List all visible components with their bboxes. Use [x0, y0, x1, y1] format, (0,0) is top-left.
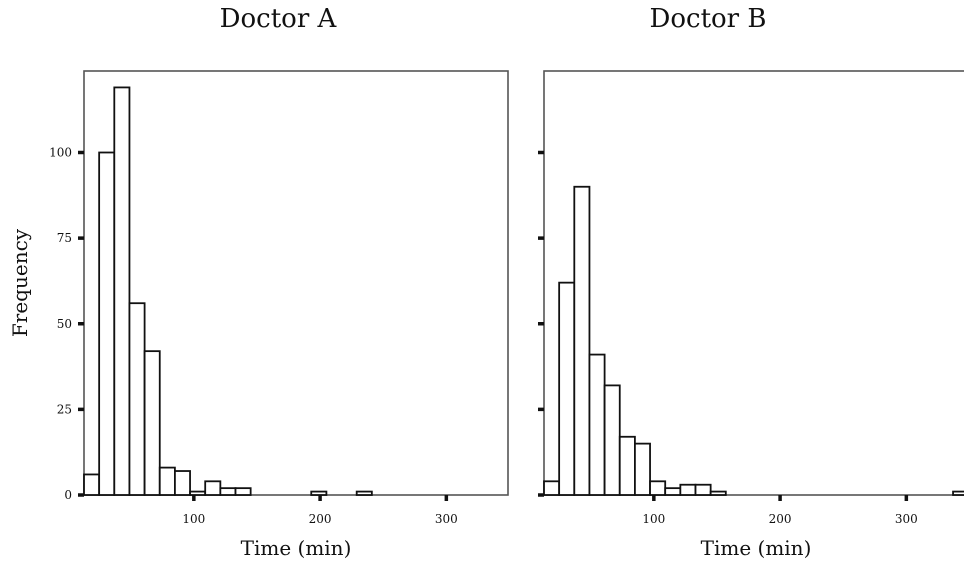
y-axis-doctor-a: 0 25 50 75 100	[49, 146, 84, 502]
panel-doctor-a: Doctor A 0 25 50 75 100 100 200 300 Time (min)…	[8, 4, 509, 560]
panel-doctor-b: Doctor B 100 200 300 Time (min)	[538, 4, 964, 560]
x-axis-label-doctor-b: Time (min)	[701, 536, 812, 560]
x-axis-doctor-a: 100 200 300	[182, 495, 458, 526]
histogram-bar-doctor-b-2	[573, 185, 591, 496]
histogram-bar-doctor-b-6	[634, 442, 651, 496]
histogram-bar-doctor-a-11	[310, 490, 328, 496]
x-tick-label-doctor-a-0: 100	[182, 512, 205, 526]
x-axis-doctor-b: 100 200 300	[642, 495, 918, 526]
histogram-bar-doctor-b-1	[558, 281, 576, 496]
x-tick-label-doctor-b-2: 300	[895, 512, 918, 526]
plot-frame-doctor-b	[543, 70, 964, 496]
histogram-bar-doctor-b-11	[709, 490, 727, 496]
x-tick-label-doctor-a-1: 200	[309, 512, 332, 526]
histogram-bar-doctor-a-1	[98, 151, 116, 496]
x-axis-label-doctor-a: Time (min)	[241, 536, 352, 560]
x-tick-label-doctor-b-0: 100	[642, 512, 665, 526]
histogram-bar-doctor-b-7	[649, 480, 667, 496]
y-tick-label-2: 50	[57, 317, 72, 331]
y-tick-label-0: 0	[64, 488, 72, 502]
y-tick-label-1: 25	[57, 402, 72, 416]
x-tick-label-doctor-a-2: 300	[435, 512, 458, 526]
y-axis-doctor-b	[538, 150, 544, 497]
chart-title-doctor-b: Doctor B	[650, 4, 767, 34]
histogram-bar-doctor-a-0	[83, 473, 101, 496]
bars-doctor-a	[83, 86, 373, 496]
chart-title-doctor-a: Doctor A	[220, 4, 338, 34]
histogram-bar-doctor-b-5	[618, 435, 636, 496]
histogram-bar-doctor-b-4	[603, 384, 621, 496]
bars-doctor-b	[543, 185, 964, 496]
x-tick-label-doctor-b-1: 200	[769, 512, 792, 526]
histogram-bar-doctor-a-12	[355, 490, 373, 496]
y-tick-label-4: 100	[49, 146, 72, 160]
y-axis-label: Frequency	[8, 228, 32, 337]
plot-frame-doctor-a	[83, 70, 509, 496]
histogram-bar-doctor-b-9	[679, 483, 697, 496]
histogram-bar-doctor-b-10	[694, 483, 712, 496]
histogram-bar-doctor-a-2	[113, 86, 131, 496]
histogram-bar-doctor-b-12	[952, 490, 964, 496]
histogram-bar-doctor-a-6	[173, 470, 191, 496]
histogram-bar-doctor-a-8	[204, 480, 222, 496]
histogram-bar-doctor-a-7	[189, 490, 207, 496]
histogram-bar-doctor-b-3	[588, 353, 606, 496]
histogram-bar-doctor-a-5	[158, 466, 176, 496]
y-tick-label-3: 75	[57, 231, 72, 245]
histogram-bar-doctor-b-0	[543, 480, 561, 496]
histogram-bar-doctor-a-9	[219, 487, 237, 496]
histogram-bar-doctor-a-4	[143, 350, 161, 496]
histogram-bar-doctor-a-3	[128, 302, 146, 496]
histogram-bar-doctor-a-10	[234, 487, 252, 496]
histogram-bar-doctor-b-8	[664, 487, 682, 496]
